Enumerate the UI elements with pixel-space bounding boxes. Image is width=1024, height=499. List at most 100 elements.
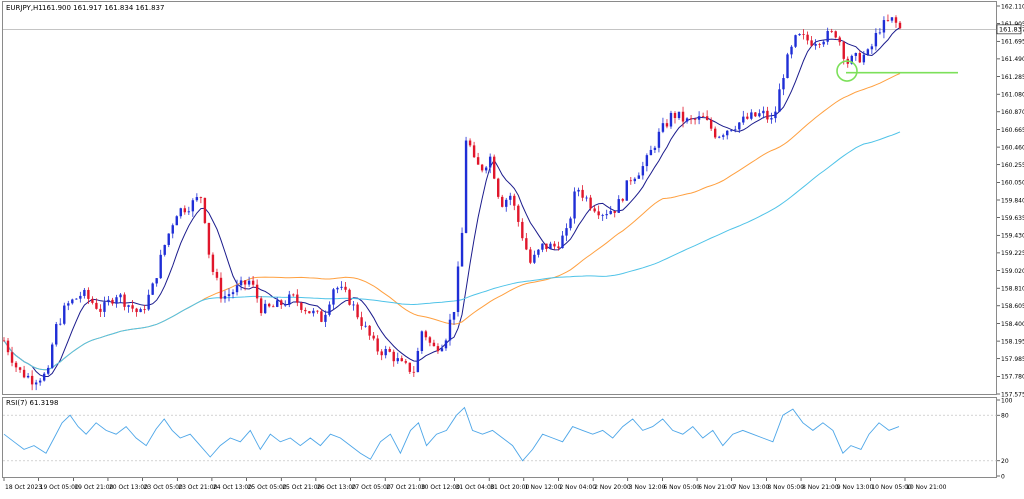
candle-body: [476, 157, 480, 165]
price-tick-label: 159.225: [1001, 250, 1024, 257]
candle-body: [617, 199, 620, 213]
candle-body: [842, 42, 845, 59]
time-tick-label: 19 Oct 21:00: [74, 484, 113, 491]
candle-body: [46, 367, 50, 374]
price-tick-label: 161.695: [1001, 39, 1024, 46]
candle-body: [641, 166, 645, 176]
candle-body: [320, 311, 323, 322]
candle-body: [280, 300, 283, 305]
candle-body: [292, 294, 295, 296]
candle-body: [95, 302, 98, 309]
candle-body: [26, 375, 30, 378]
candle-body: [368, 325, 371, 336]
candle-body: [183, 208, 187, 213]
time-tick-label: 26 Oct 13:00: [317, 484, 356, 491]
candles: [2, 14, 902, 391]
candle-body: [497, 178, 500, 197]
candle-body: [726, 130, 729, 136]
candle-body: [392, 351, 395, 362]
candle-body: [259, 298, 263, 314]
price-tick-label: 161.285: [1001, 74, 1024, 81]
candle-body: [356, 304, 359, 318]
candle-body: [75, 298, 78, 300]
candle-body: [786, 54, 789, 79]
candle-body: [464, 140, 468, 233]
candle-body: [79, 295, 82, 299]
candle-body: [621, 199, 624, 201]
candle-body: [774, 111, 777, 119]
candle-body: [18, 367, 22, 370]
candle-body: [296, 294, 299, 303]
candle-body: [6, 340, 10, 353]
candle-body: [276, 300, 279, 307]
candle-body: [561, 235, 564, 249]
candle-body: [71, 299, 74, 304]
candle-body: [468, 140, 472, 146]
ohlc-header: 161.900 161.917 161.834 161.837: [42, 4, 164, 12]
candle-body: [336, 287, 339, 290]
candle-body: [243, 280, 247, 285]
candle-body: [67, 303, 70, 306]
candle-body: [42, 373, 46, 381]
highlight-circle: [836, 60, 858, 82]
price-axis: 162.110 161.905 161.695 161.490 161.285 161.0…: [997, 3, 1024, 398]
candle-body: [376, 338, 379, 352]
candle-body: [348, 289, 351, 305]
candle-body: [609, 210, 612, 215]
symbol-header: EURJPY,H1: [6, 4, 43, 12]
candle-body: [529, 249, 532, 263]
candle-body: [272, 306, 275, 308]
time-tick-label: 20 Oct 13:00: [109, 484, 148, 491]
current-price-tag: [996, 24, 1022, 35]
candle-body: [384, 349, 387, 356]
time-tick-label: 24 Oct 13:00: [213, 484, 252, 491]
candle-body: [400, 358, 403, 362]
candle-body: [878, 32, 882, 34]
price-tick-label: 160.665: [1001, 127, 1024, 134]
candle-body: [91, 298, 94, 303]
rsi-series: [3, 406, 900, 462]
candle-body: [673, 112, 677, 119]
time-tick-label: 2 Nov 20:00: [594, 484, 631, 491]
candle-body: [557, 246, 560, 249]
candle-body: [420, 331, 424, 351]
candle-body: [372, 335, 375, 339]
candle-body: [111, 299, 114, 304]
candle-body: [211, 254, 215, 272]
candle-body: [324, 314, 327, 322]
candle-body: [766, 110, 769, 120]
candle-body: [705, 116, 709, 120]
candle-body: [38, 380, 42, 383]
candle-body: [308, 311, 311, 314]
candle-body: [509, 195, 512, 200]
candle-body: [738, 122, 741, 130]
candle-body: [83, 289, 86, 296]
candle-body: [637, 175, 641, 179]
candle-body: [762, 110, 765, 114]
candle-body: [159, 254, 162, 279]
candle-body: [717, 136, 721, 138]
candle-body: [782, 78, 785, 90]
candle-body: [569, 218, 572, 229]
price-tick-label: 159.635: [1001, 215, 1024, 222]
candle-body: [894, 17, 898, 23]
candle-body: [597, 211, 600, 216]
candle-body: [537, 249, 540, 255]
candle-body: [754, 112, 757, 117]
price-tick-label: 160.870: [1001, 109, 1024, 116]
candle-body: [798, 34, 801, 36]
candle-body: [669, 112, 673, 127]
candle-body: [107, 299, 110, 303]
candle-body: [300, 302, 303, 310]
candle-body: [834, 31, 837, 38]
price-tick-label: 160.460: [1001, 144, 1024, 151]
candle-body: [191, 200, 195, 212]
price-tick-label: 157.780: [1001, 374, 1024, 381]
candle-body: [332, 289, 335, 305]
candle-body: [440, 348, 444, 352]
candle-body: [456, 266, 460, 312]
time-tick-label: 2 Nov 04:00: [559, 484, 596, 491]
time-tick-label: 30 Oct 12:00: [421, 484, 460, 491]
candle-body: [770, 118, 773, 120]
candle-body: [882, 20, 886, 33]
